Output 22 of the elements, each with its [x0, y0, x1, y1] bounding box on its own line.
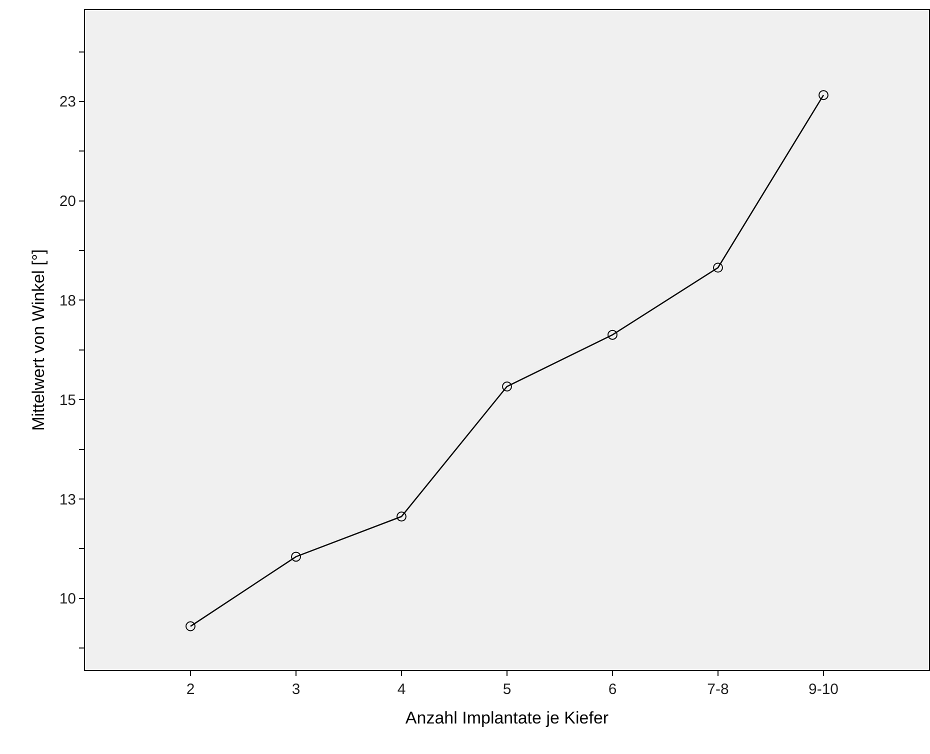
y-tick-label: 20: [59, 193, 76, 210]
point: [818, 90, 828, 100]
point: [186, 621, 196, 632]
x-tick-label: 4: [397, 681, 406, 698]
x-tick-label: 6: [608, 681, 617, 698]
y-tick-label: 18: [59, 292, 76, 310]
x-tick-label: 7-8: [707, 681, 729, 698]
point: [713, 262, 723, 273]
y-tick-label: 13: [59, 491, 76, 508]
x-tick-label: 9-10: [808, 681, 839, 698]
y-tick-label: 23: [59, 94, 76, 111]
x-tick-label: 5: [502, 681, 512, 698]
point: [396, 512, 406, 522]
y-tick-label: 10: [59, 590, 76, 608]
x-tick-label: 2: [186, 681, 195, 698]
y-axis-title: Mittelwert von Winkel [°]: [28, 249, 48, 431]
point: [502, 382, 512, 392]
point: [291, 552, 301, 562]
y-tick-label: 15: [59, 392, 76, 409]
x-axis-title: Anzahl Implantate je Kiefer: [405, 708, 609, 728]
x-tick-label: 3: [292, 681, 300, 698]
point: [608, 330, 618, 340]
